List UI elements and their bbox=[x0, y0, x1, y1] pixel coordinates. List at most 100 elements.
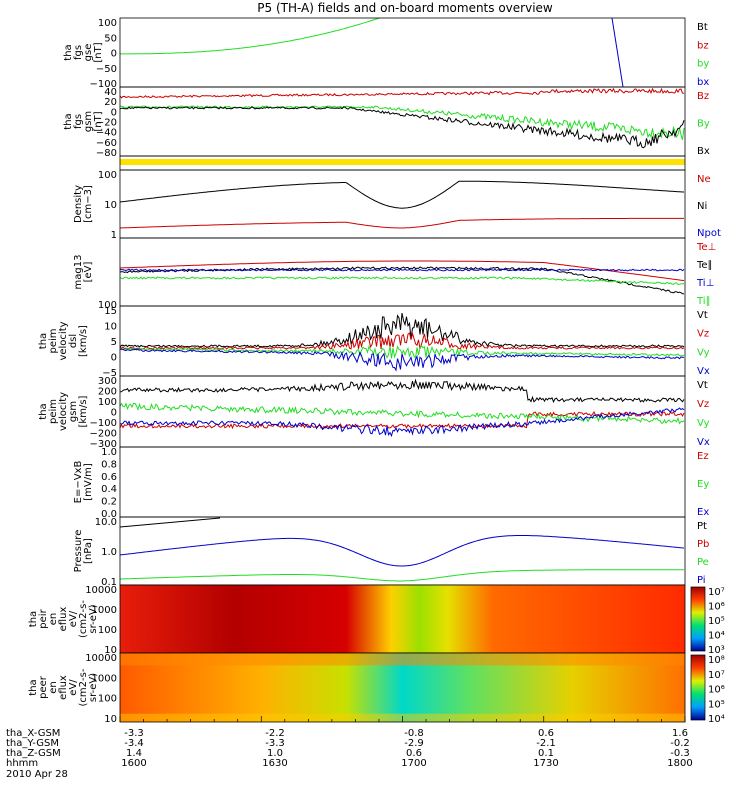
ephem-value: -2.1 bbox=[536, 738, 556, 749]
y-axis-label: tha bbox=[38, 333, 49, 349]
colorbar-label: 10⁷ bbox=[708, 587, 725, 598]
ephem-row-label: tha_Y-GSM bbox=[6, 738, 59, 749]
trace-Vx bbox=[120, 348, 685, 372]
colorbar-label: 10⁴ bbox=[708, 631, 725, 642]
y-axis-label: tha bbox=[28, 679, 39, 695]
colorbar-label: 10⁶ bbox=[708, 602, 725, 613]
y-axis-label: dsl bbox=[68, 334, 79, 348]
y-axis-label: gse bbox=[83, 44, 94, 62]
y-axis-label: E=−VxB bbox=[73, 461, 84, 504]
y-tick-label: 100 bbox=[98, 625, 117, 636]
colorbar-label: 10³ bbox=[708, 645, 725, 656]
legend-Vx: Vx bbox=[697, 437, 710, 448]
y-axis-label: en bbox=[48, 613, 59, 626]
y-axis-label: eflux bbox=[58, 675, 69, 700]
y-tick-label: −50 bbox=[96, 64, 117, 75]
ephem-value: -0.3 bbox=[670, 748, 690, 759]
y-axis-label: fgs bbox=[73, 114, 84, 129]
y-tick-label: 0 bbox=[111, 408, 117, 419]
y-tick-label: 10000 bbox=[85, 653, 117, 664]
y-axis-label: Pressure bbox=[73, 530, 84, 573]
y-tick-label: 0.4 bbox=[101, 484, 117, 495]
panel-frame bbox=[119, 17, 686, 88]
legend-Te∥: Te∥ bbox=[696, 260, 713, 271]
y-tick-label: 100 bbox=[98, 397, 117, 408]
y-axis-label: Density bbox=[73, 185, 84, 223]
panel-velo_peim: 15 10 5 0 −5 tha peim velocity dsl [km/s] Vt Vz Vy Vx bbox=[38, 305, 710, 379]
legend-Te⊥: Te⊥ bbox=[696, 242, 716, 253]
ephem-value: 1.0 bbox=[267, 748, 283, 759]
y-axis-label: [mV/m] bbox=[83, 463, 94, 501]
trace-Vz bbox=[120, 410, 685, 430]
legend-Vt: Vt bbox=[697, 380, 708, 391]
y-axis-label: [km/s] bbox=[78, 395, 89, 427]
y-axis-label: eV/ bbox=[68, 610, 79, 627]
y-axis-label: peim bbox=[48, 399, 59, 424]
legend-Ni: Ni bbox=[697, 201, 707, 212]
ephem-value: -3.4 bbox=[124, 738, 144, 749]
y-tick-label: 40 bbox=[104, 87, 117, 98]
trace-Ni bbox=[120, 180, 684, 209]
trace-Bz bbox=[120, 87, 685, 99]
y-tick-label: 0 bbox=[111, 49, 117, 60]
y-tick-label: 10 bbox=[104, 200, 117, 211]
y-tick-label: 0 bbox=[111, 353, 117, 364]
colorbar-label: 10⁸ bbox=[708, 655, 725, 666]
ephem-value: 1730 bbox=[533, 758, 558, 769]
y-axis-label: mag13 bbox=[73, 255, 84, 290]
y-tick-label: 0.1 bbox=[101, 577, 117, 588]
y-axis-label: tha bbox=[63, 44, 74, 60]
trace-By bbox=[120, 105, 685, 140]
legend-Ne: Ne bbox=[697, 174, 711, 185]
legend-Vt: Vt bbox=[697, 310, 708, 321]
legend-Ex: Ex bbox=[697, 507, 709, 518]
y-axis-label: peer bbox=[38, 675, 49, 699]
y-axis-label: [nPa] bbox=[83, 538, 94, 564]
y-tick-label: 100 bbox=[98, 170, 117, 181]
ephem-value: -2.9 bbox=[404, 738, 424, 749]
colorbar-label: 10⁷ bbox=[708, 670, 725, 681]
legend-Bx: Bx bbox=[697, 146, 710, 157]
y-tick-label: −200 bbox=[90, 429, 117, 440]
y-tick-label: 50 bbox=[104, 33, 117, 44]
y-axis-label: [km/s] bbox=[78, 325, 89, 357]
y-axis-label: [nT] bbox=[93, 42, 104, 62]
y-tick-label: 10 bbox=[104, 322, 117, 333]
trace-Pt bbox=[120, 517, 221, 528]
y-tick-label: 0.2 bbox=[101, 497, 117, 508]
legend-Vz: Vz bbox=[697, 399, 709, 410]
ephem-value: 1.6 bbox=[672, 728, 688, 739]
legend-Pe: Pe bbox=[697, 557, 709, 568]
panel-frame bbox=[119, 237, 686, 307]
y-axis-label: (cm2-s- bbox=[78, 600, 89, 638]
ephem-value: 0.6 bbox=[406, 748, 422, 759]
legend-Npot: Npot bbox=[697, 228, 721, 239]
legend-bx: bx bbox=[697, 77, 709, 88]
ephem-value: -3.3 bbox=[265, 738, 285, 749]
ephem-row-label: hhmm bbox=[6, 758, 38, 769]
colorbar-label: 10⁶ bbox=[708, 685, 725, 696]
y-tick-label: 200 bbox=[98, 387, 117, 398]
legend-Ey: Ey bbox=[697, 479, 709, 490]
trace-Vt bbox=[120, 378, 685, 404]
trace-Ne bbox=[120, 217, 684, 229]
y-tick-label: 0 bbox=[111, 107, 117, 118]
y-tick-label: 0.0 bbox=[101, 509, 117, 520]
ephem-value: 1800 bbox=[667, 758, 692, 769]
y-axis-label: sr-eV) bbox=[88, 604, 99, 633]
legend-Vz: Vz bbox=[697, 329, 709, 340]
legend-Ti∥: Ti∥ bbox=[696, 296, 711, 307]
legend-Ez: Ez bbox=[697, 451, 709, 462]
y-tick-label: 10 bbox=[104, 714, 117, 725]
y-axis-label: velocity bbox=[58, 321, 69, 360]
y-tick-label: 0.8 bbox=[101, 459, 117, 470]
y-tick-label: 0.6 bbox=[101, 472, 117, 483]
y-axis-label: velocity bbox=[58, 392, 69, 431]
y-tick-label: 1.0 bbox=[101, 447, 117, 458]
y-tick-label: 300 bbox=[98, 376, 117, 387]
trace-Vz bbox=[120, 331, 685, 351]
y-tick-label: 15 bbox=[104, 306, 117, 317]
